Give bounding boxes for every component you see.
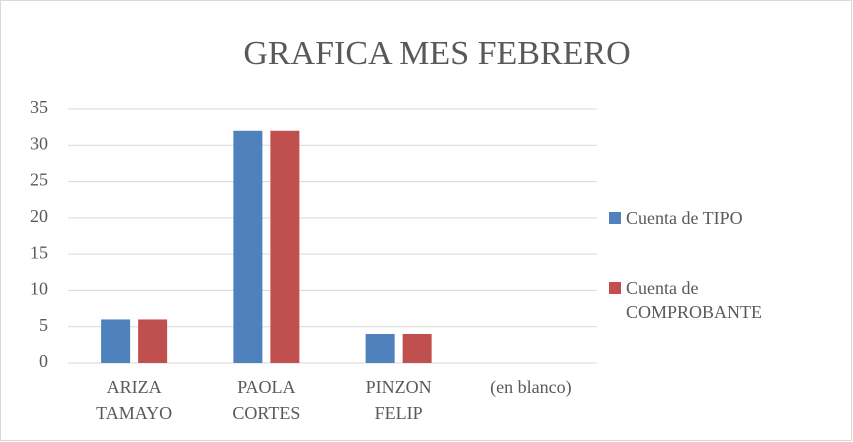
x-tick-label: PINZON FELIP: [365, 377, 432, 423]
y-tick-label: 20: [30, 206, 48, 226]
bar: [138, 319, 168, 363]
legend-swatch: [609, 212, 621, 224]
chart-title: GRAFICA MES FEBRERO: [243, 35, 630, 72]
y-tick-label: 25: [30, 170, 48, 190]
legend-swatch: [609, 282, 621, 294]
x-tick-label: ARIZA TAMAYO: [96, 377, 173, 423]
y-tick-label: 5: [39, 315, 48, 335]
legend-label: Cuenta de COMPROBANTE: [626, 278, 763, 322]
bar: [270, 130, 300, 363]
y-tick-label: 35: [30, 97, 48, 117]
y-tick-label: 10: [30, 279, 48, 299]
legend-label: Cuenta de TIPO: [626, 208, 743, 228]
bar: [365, 333, 395, 363]
y-tick-label: 15: [30, 242, 48, 262]
x-tick-label: PAOLA CORTES: [232, 377, 301, 423]
bar: [101, 319, 131, 363]
bar: [402, 333, 432, 363]
bar: [233, 130, 263, 363]
x-tick-label: (en blanco): [490, 377, 572, 397]
y-tick-label: 30: [30, 133, 48, 153]
y-tick-label: 0: [39, 351, 48, 371]
